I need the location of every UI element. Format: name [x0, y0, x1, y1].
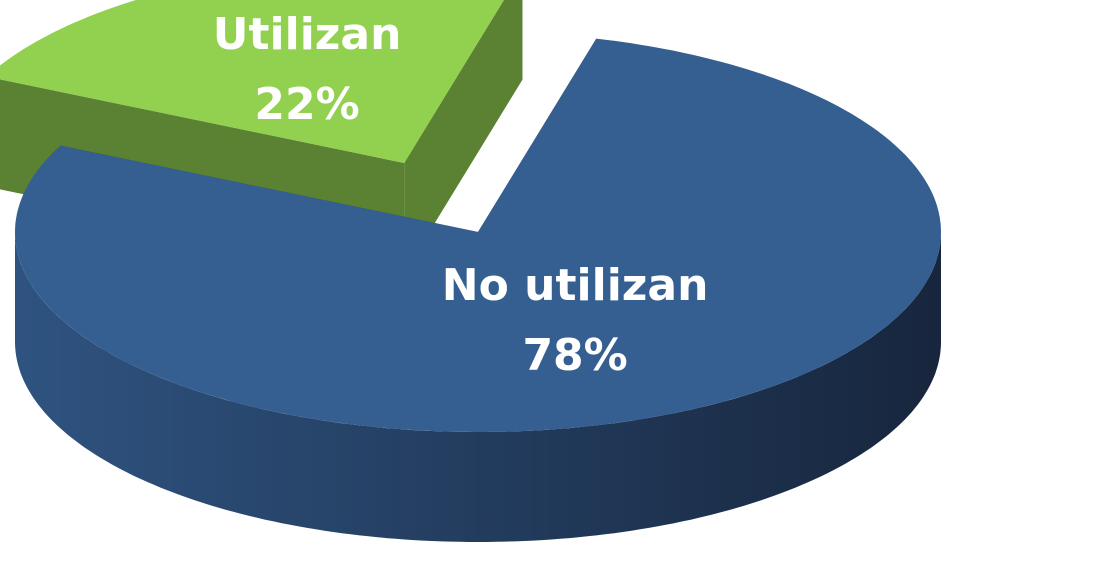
slice — [0, 0, 504, 164]
slice-side — [15, 232, 941, 542]
slice-wall — [404, 0, 523, 274]
value-label: 22% — [254, 79, 359, 130]
slice — [15, 38, 941, 542]
value-label: 78% — [522, 330, 627, 381]
slice — [15, 38, 941, 432]
slice-label: Utilizan — [213, 9, 402, 60]
slice-label: No utilizan — [442, 260, 709, 311]
